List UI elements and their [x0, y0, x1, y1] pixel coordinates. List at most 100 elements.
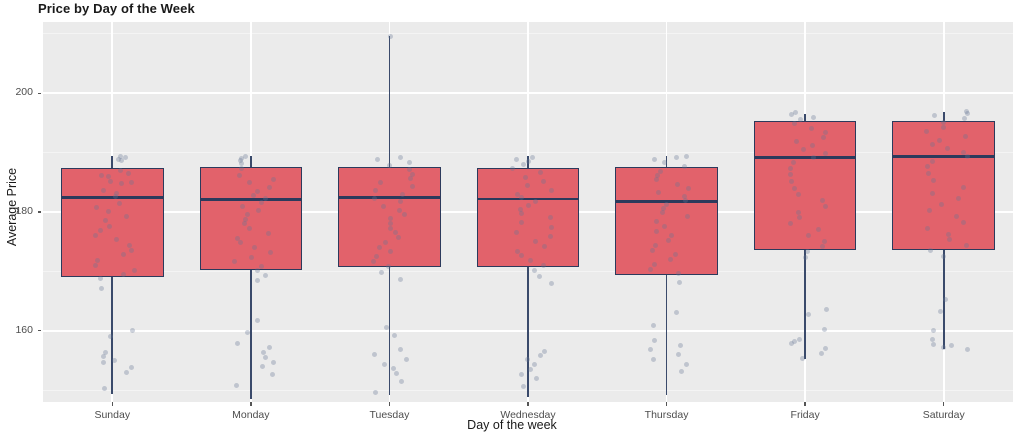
boxplot-box[interactable]	[61, 168, 164, 277]
jitter-point	[234, 235, 240, 241]
jitter-point	[821, 327, 827, 333]
boxplot-box[interactable]	[338, 166, 441, 267]
jitter-point	[924, 164, 930, 170]
x-axis-tick-mark	[943, 402, 945, 406]
jitter-point	[819, 350, 825, 356]
jitter-point	[237, 157, 243, 163]
jitter-point	[926, 208, 932, 214]
jitter-point	[513, 229, 519, 235]
jitter-point	[650, 247, 656, 253]
jitter-point	[964, 109, 970, 115]
jitter-point	[513, 156, 519, 162]
jitter-point	[250, 192, 256, 198]
jitter-point	[929, 159, 935, 165]
jitter-point	[927, 247, 933, 253]
jitter-point	[259, 263, 265, 269]
jitter-point	[661, 205, 667, 211]
jitter-point	[931, 341, 937, 347]
jitter-point	[396, 235, 402, 241]
jitter-point	[114, 237, 120, 243]
jitter-point	[823, 346, 829, 352]
jitter-point	[940, 344, 946, 350]
boxplot-box[interactable]	[892, 120, 995, 250]
jitter-point	[794, 138, 800, 144]
boxplot-median-line	[476, 197, 580, 201]
jitter-point	[942, 296, 948, 302]
jitter-point	[538, 170, 544, 176]
jitter-point	[964, 346, 970, 352]
jitter-point	[384, 325, 390, 331]
jitter-point	[387, 216, 393, 222]
jitter-point	[663, 201, 669, 207]
boxplot-median-line	[892, 155, 995, 159]
jitter-point	[821, 134, 827, 140]
jitter-point	[406, 166, 412, 172]
jitter-point	[386, 263, 392, 269]
jitter-point	[815, 227, 821, 233]
jitter-point	[129, 327, 135, 333]
jitter-point	[963, 242, 969, 248]
jitter-point	[960, 184, 966, 190]
jitter-point	[98, 276, 104, 281]
jitter-point	[823, 203, 829, 209]
jitter-point	[247, 226, 252, 232]
jitter-point	[820, 243, 826, 249]
jitter-point	[97, 227, 103, 233]
jitter-point	[390, 366, 396, 372]
jitter-point	[510, 166, 516, 172]
jitter-point	[102, 349, 108, 355]
jitter-point	[531, 362, 537, 368]
jitter-point	[514, 248, 520, 254]
jitter-point	[677, 342, 683, 348]
jitter-point	[531, 267, 537, 273]
y-axis-tick-label: 200	[15, 86, 33, 99]
jitter-point	[787, 172, 793, 178]
boxplot-box[interactable]	[753, 120, 857, 250]
boxplot-box[interactable]	[476, 168, 580, 267]
boxplot-median-line	[615, 200, 718, 203]
jitter-point	[669, 233, 675, 239]
jitter-point	[964, 154, 970, 160]
jitter-point	[247, 180, 252, 186]
jitter-point	[397, 277, 403, 283]
jitter-point	[924, 128, 930, 134]
jitter-point	[520, 384, 526, 390]
jitter-point	[519, 253, 525, 259]
x-axis-title: Day of the week	[467, 418, 557, 432]
jitter-point	[962, 115, 968, 121]
jitter-point	[108, 334, 114, 340]
jitter-point	[261, 350, 267, 356]
jitter-point	[129, 247, 135, 253]
boxplot-median-line	[753, 156, 857, 159]
jitter-point	[267, 249, 273, 255]
jitter-point	[237, 240, 243, 246]
jitter-point	[374, 254, 380, 260]
jitter-point	[255, 208, 261, 214]
jitter-point	[403, 356, 409, 362]
boxplot-whisker	[527, 155, 529, 397]
jitter-point	[121, 252, 127, 258]
jitter-point	[387, 249, 393, 255]
plot-panel	[43, 22, 1013, 402]
boxplot-median-line	[338, 196, 441, 200]
y-axis-tick-label: 180	[15, 205, 33, 217]
jitter-point	[523, 175, 529, 181]
jitter-point	[799, 355, 805, 361]
x-axis-tick-mark	[111, 402, 113, 406]
jitter-point	[242, 154, 248, 160]
jitter-point	[945, 232, 951, 238]
jitter-point	[685, 185, 691, 191]
jitter-point	[99, 285, 105, 291]
jitter-point	[101, 187, 107, 193]
jitter-point	[388, 220, 394, 226]
jitter-point	[248, 254, 254, 260]
jitter-point	[118, 158, 124, 164]
jitter-point	[102, 218, 108, 224]
boxplot-box[interactable]	[199, 166, 303, 270]
boxplot-box[interactable]	[615, 166, 718, 275]
jitter-point	[819, 197, 825, 203]
jitter-point	[399, 379, 405, 385]
jitter-point	[111, 357, 117, 363]
jitter-point	[652, 337, 657, 343]
